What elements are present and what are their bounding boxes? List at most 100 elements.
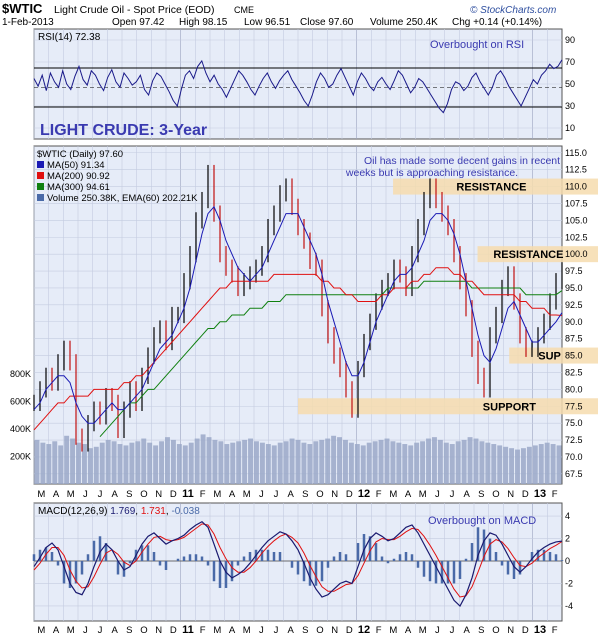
volume-bar	[135, 441, 141, 484]
x-axis-label: 12	[358, 624, 370, 636]
legend-item-label: Volume 250.38K, EMA(60) 202.21K	[47, 193, 198, 204]
volume-bar	[366, 442, 372, 484]
volume-bar	[159, 441, 165, 484]
volume-bar	[538, 444, 544, 484]
price-tick-label: 112.5	[565, 165, 587, 175]
price-tick-label: 97.5	[565, 266, 583, 276]
rsi-tick-label: 90	[565, 35, 575, 45]
volume-bar	[248, 438, 254, 484]
volume-bar	[111, 441, 117, 484]
x-axis-label: F	[376, 489, 382, 500]
volume-bar	[550, 444, 556, 484]
annotation-line-2: weeks but is approaching resistance.	[345, 167, 518, 179]
macd-tick-label: -4	[565, 601, 573, 611]
ma300-line	[99, 280, 563, 438]
volume-bar	[58, 445, 64, 484]
x-axis-label: M	[419, 489, 427, 500]
volume-bar	[212, 439, 218, 484]
x-axis-label: A	[463, 625, 470, 636]
macd-label-prefix: MACD(12,26,9)	[38, 506, 107, 517]
price-tick-label: 82.5	[565, 367, 583, 377]
x-axis-label: J	[259, 489, 264, 500]
price-legend: $WTIC (Daily) 97.60 MA(50) 91.34MA(200) …	[37, 149, 198, 204]
volume-bar	[34, 439, 40, 484]
volume-bar	[176, 444, 182, 484]
x-axis-label: M	[389, 625, 397, 636]
ma200-line	[33, 267, 563, 431]
volume-bar	[479, 441, 485, 484]
legend-item-label: MA(50) 91.34	[47, 160, 105, 171]
x-axis-label: M	[419, 625, 427, 636]
x-axis-label: J	[450, 625, 455, 636]
volume-bar	[461, 439, 467, 484]
price-tick-label: 77.5	[565, 401, 583, 411]
macd-tick-label: -2	[565, 578, 573, 588]
volume-bar	[503, 446, 509, 484]
volume-ticks: 800K 600K 400K 200K	[10, 369, 31, 462]
price-tick-label: 67.5	[565, 469, 583, 479]
x-axis-label: F	[200, 625, 206, 636]
header-name: Light Crude Oil - Spot Price (EOD)	[54, 4, 214, 16]
x-axis-label: D	[170, 625, 177, 636]
x-axis-label: A	[287, 489, 294, 500]
legend-swatch	[37, 183, 44, 190]
macd-note: Overbought on MACD	[428, 515, 536, 527]
volume-bar	[93, 446, 99, 484]
volume-bar	[509, 448, 515, 484]
volume-bar	[105, 439, 111, 484]
rsi-label: RSI(14) 72.38	[38, 32, 101, 43]
x-axis-label: N	[331, 625, 338, 636]
x-axis-label: N	[507, 489, 514, 500]
volume-bar	[337, 437, 342, 484]
price-tick-label: 105.0	[565, 215, 588, 225]
x-axis-label: O	[316, 625, 323, 636]
volume-bar	[254, 441, 259, 484]
price-tick-label: 110.0	[565, 182, 587, 192]
volume-bar	[141, 438, 147, 484]
rsi-panel: RSI(14) 72.38 Overbought on RSI 90 70 50 30…	[33, 28, 575, 140]
volume-bar	[384, 438, 390, 484]
x-axis-label: M	[67, 625, 75, 636]
volume-bar	[515, 449, 520, 484]
volume-bar	[129, 442, 135, 484]
volume-bar	[40, 442, 46, 484]
x-axis-label: S	[302, 489, 308, 500]
x-axis-label: 12	[358, 488, 370, 500]
macd-tick-label: 2	[565, 534, 570, 544]
volume-bar	[200, 434, 206, 484]
x-axis-label: M	[213, 489, 221, 500]
x-axis-label: S	[478, 489, 484, 500]
x-axis-label: M	[37, 625, 45, 636]
volume-bar	[81, 444, 87, 484]
zone-label-support_bottom: SUPPORT	[483, 401, 536, 413]
x-axis-label: J	[83, 489, 88, 500]
price-tick-label: 87.5	[565, 334, 583, 344]
x-axis-label: O	[316, 489, 323, 500]
x-axis-label: F	[552, 625, 558, 636]
volume-bar	[449, 444, 455, 484]
legend-swatch	[37, 161, 44, 168]
x-axis-label: A	[229, 625, 236, 636]
volume-bar	[218, 441, 224, 484]
volume-tick-label: 600K	[10, 396, 31, 406]
price-tick-label: 102.5	[565, 232, 588, 242]
x-axis-label: S	[302, 625, 308, 636]
x-axis-label: A	[405, 489, 412, 500]
macd-histogram-value: -0.038	[171, 506, 200, 517]
volume-bar	[230, 442, 236, 484]
volume-bar	[194, 438, 200, 484]
header-low: Low 96.51	[244, 17, 291, 28]
volume-bar	[283, 441, 289, 484]
x-axis-label: D	[522, 625, 529, 636]
volume-bar	[532, 445, 538, 484]
volume-bar	[52, 441, 58, 484]
volume-bar	[76, 442, 81, 484]
price-tick-label: 85.0	[565, 351, 583, 361]
volume-bar	[473, 438, 479, 484]
x-axis-label: 11	[182, 624, 194, 636]
macd-panel: MACD(12,26,9) 1.769, 1.731, -0.038 Overb…	[32, 502, 573, 622]
volume-bar	[224, 444, 230, 484]
rsi-note: Overbought on RSI	[430, 39, 524, 51]
legend-item-label: MA(200) 90.92	[47, 171, 110, 182]
